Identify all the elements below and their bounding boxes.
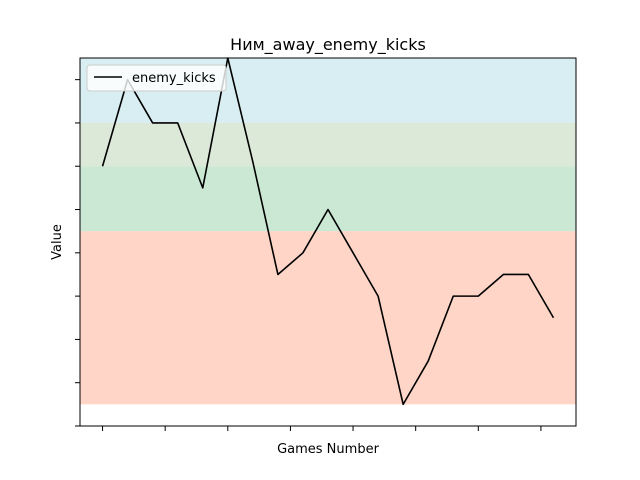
series-lines xyxy=(101,57,555,406)
y-axis-label: Value xyxy=(50,224,65,260)
plot-frame xyxy=(79,57,577,427)
x-axis-label: Games Number xyxy=(277,442,379,457)
band-1 xyxy=(80,166,576,232)
legend: enemy_kicks xyxy=(86,64,227,92)
background-bands xyxy=(80,58,576,405)
series-line-enemy_kicks xyxy=(101,57,555,406)
legend-entry: enemy_kicks xyxy=(132,71,216,86)
legend-box xyxy=(86,64,227,92)
chart-title: Ним_away_enemy_kicks xyxy=(230,35,426,55)
y-ticks xyxy=(75,79,80,427)
x-ticks xyxy=(102,426,542,431)
band-0 xyxy=(80,231,576,405)
band-2 xyxy=(80,122,576,167)
